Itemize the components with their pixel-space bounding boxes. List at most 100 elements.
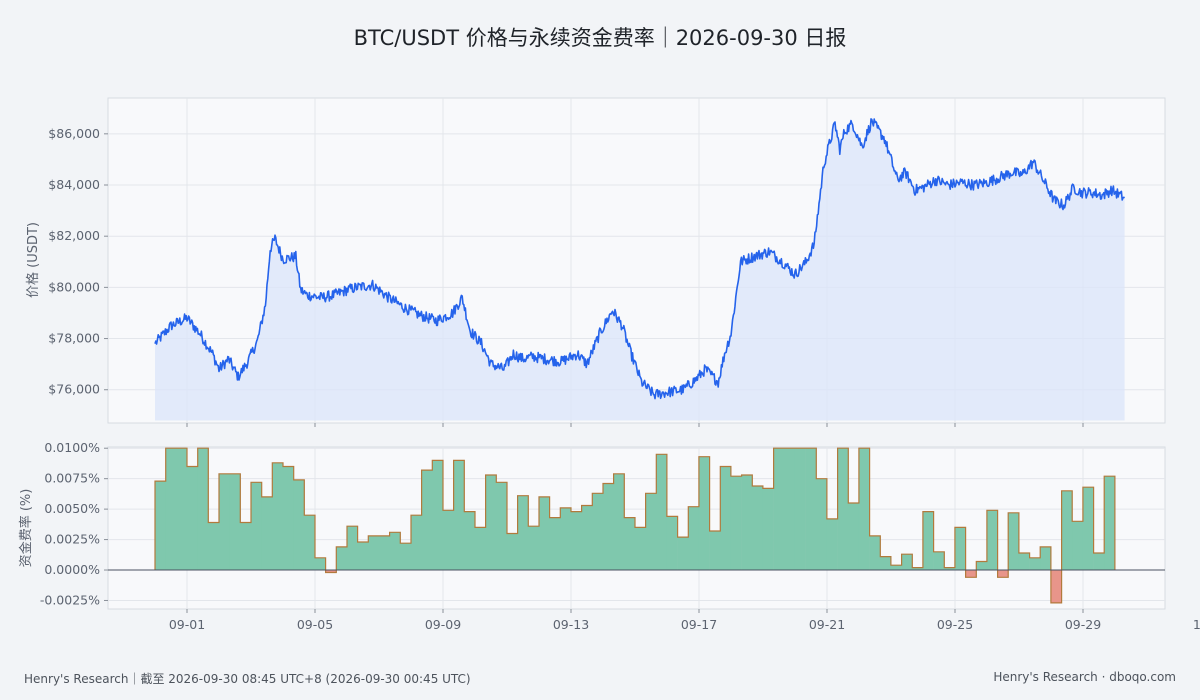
chart-title: BTC/USDT 价格与永续资金费率｜2026-09-30 日报 [353, 26, 847, 50]
funding-bar [997, 570, 1009, 578]
funding-bar [603, 483, 614, 570]
funding-bar [379, 535, 390, 570]
funding-bar [496, 482, 508, 570]
funding-bar [293, 479, 305, 570]
funding-bar [826, 518, 838, 571]
funding-bar [283, 466, 294, 570]
funding-bar [549, 517, 561, 570]
funding-y-axis-title: 资金费率 (%) [18, 489, 34, 568]
funding-bar [890, 565, 902, 571]
funding-x-tick-label: 09-01 [169, 617, 205, 632]
price-y-tick-label: $84,000 [48, 177, 100, 192]
footer-source: Henry's Research｜截至 2026-09-30 08:45 UTC… [24, 672, 471, 686]
funding-bar [805, 448, 817, 570]
funding-bar [187, 466, 198, 570]
price-x-ticks [186, 423, 1084, 427]
funding-bar [539, 496, 550, 570]
funding-bar [261, 496, 273, 570]
funding-bar [858, 448, 870, 570]
funding-bar [197, 448, 209, 570]
funding-bar [229, 473, 241, 570]
funding-x-ticks: 09-01 09-05 09-09 09-13 09-17 09-21 09-25 09-29… [169, 609, 1200, 632]
funding-bar [571, 511, 582, 571]
funding-bar [624, 517, 636, 570]
funding-bar [347, 526, 358, 570]
funding-bar [165, 448, 177, 570]
funding-bar [933, 551, 945, 571]
funding-bar [730, 476, 742, 570]
funding-bar [922, 511, 934, 571]
funding-x-tick-label: 09-09 [425, 617, 461, 632]
funding-bar [251, 482, 262, 570]
price-y-tick-label: $80,000 [48, 279, 100, 294]
funding-bar [368, 535, 380, 570]
funding-bar [272, 462, 284, 570]
price-y-tick-label: $78,000 [48, 331, 100, 346]
funding-bar [219, 473, 230, 570]
funding-bar [912, 567, 924, 570]
funding-x-tick-label: 09-21 [809, 617, 845, 632]
funding-bar [784, 448, 796, 570]
funding-bar [304, 515, 316, 570]
funding-step-line [154, 447, 1116, 604]
funding-bar [954, 527, 966, 570]
funding-bar [677, 537, 689, 570]
funding-bar [411, 515, 422, 570]
funding-bar [1008, 512, 1020, 570]
funding-bar [986, 510, 998, 570]
funding-bar [560, 507, 572, 570]
funding-bar [1104, 476, 1116, 570]
funding-bar [453, 460, 465, 570]
funding-bar [485, 475, 497, 570]
funding-bar [357, 542, 369, 570]
funding-bar [1040, 546, 1052, 570]
funding-bar [762, 488, 774, 570]
funding-bar [944, 567, 956, 570]
funding-bar [1029, 557, 1041, 570]
funding-bar [1072, 521, 1084, 570]
funding-bar [208, 522, 220, 570]
funding-y-tick-label: 0.0100% [44, 440, 100, 455]
funding-bar [773, 448, 785, 570]
funding-bar [1061, 490, 1073, 570]
funding-bar [336, 546, 348, 570]
funding-bar [688, 506, 700, 570]
funding-x-tick-label: 09-17 [681, 617, 717, 632]
price-line [154, 118, 1126, 400]
funding-bar [315, 557, 326, 570]
funding-x-tick-label: 09-13 [553, 617, 589, 632]
funding-bar [1082, 487, 1094, 570]
funding-x-tick-label: 09-25 [937, 617, 973, 632]
funding-bar [389, 532, 401, 571]
price-y-tick-label: $86,000 [48, 126, 100, 141]
funding-bar [720, 466, 732, 570]
funding-bar [240, 522, 252, 570]
funding-bar [645, 493, 657, 570]
funding-bar [176, 448, 188, 570]
funding-bar [965, 570, 977, 578]
price-y-tick-label: $82,000 [48, 228, 100, 243]
funding-bar [517, 495, 529, 570]
funding-bar [698, 456, 710, 570]
funding-y-ticks: -0.0025% 0.0000% 0.0025% 0.0050% 0.0075% 0.01… [40, 440, 108, 607]
funding-bar [869, 535, 881, 570]
price-y-tick-label: $76,000 [48, 382, 100, 397]
funding-bar [528, 526, 540, 570]
funding-bar [421, 470, 433, 570]
funding-bar [400, 543, 412, 570]
funding-bar [837, 448, 849, 570]
funding-bar [1050, 570, 1062, 603]
funding-bar [794, 448, 806, 570]
funding-y-tick-label: 0.0000% [44, 562, 100, 577]
funding-bar [976, 561, 988, 570]
funding-y-tick-label: -0.0025% [40, 592, 100, 607]
funding-bar [741, 475, 753, 570]
funding-bar [666, 516, 678, 570]
funding-bar [613, 473, 625, 570]
funding-bar [155, 481, 166, 570]
funding-bar [325, 570, 337, 573]
funding-bar [1018, 553, 1030, 571]
funding-x-tick-label: 10-01 [1193, 617, 1200, 632]
funding-y-tick-label: 0.0050% [44, 501, 100, 516]
